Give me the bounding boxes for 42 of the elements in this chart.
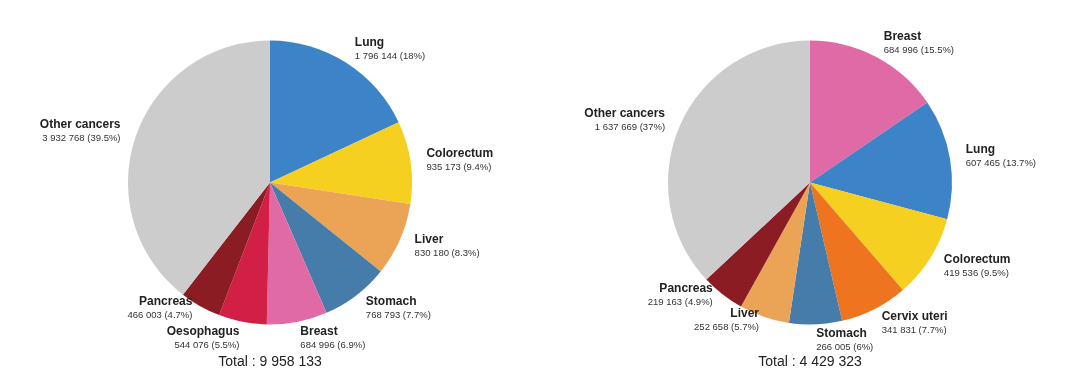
data-label: 544 076 (5.5%) xyxy=(174,338,240,350)
data-label: 935 173 (9.4%) xyxy=(426,161,492,173)
data-label: 3 932 768 (39.5%) xyxy=(42,132,121,144)
slice-label: Cervix uteri xyxy=(881,309,948,324)
pie-slice xyxy=(266,182,327,325)
data-label: 684 996 (15.5%) xyxy=(883,43,955,55)
pie-slice xyxy=(810,102,952,220)
slice-label: Breast xyxy=(300,323,338,338)
pie-slice xyxy=(270,122,412,205)
data-label: 607 465 (13.7%) xyxy=(965,157,1037,169)
data-label: 219 163 (4.9%) xyxy=(647,296,713,308)
slice-label: Colorectum xyxy=(943,252,1011,267)
data-label: 1 637 669 (37%) xyxy=(594,120,666,132)
data-label: 466 003 (4.7%) xyxy=(127,309,193,321)
text: Total : 4 429 323 xyxy=(758,353,862,369)
pie-slice xyxy=(128,40,270,295)
slice-label: Pancreas xyxy=(659,281,714,296)
slice-label: Other cancers xyxy=(39,117,121,132)
slice-label: Stomach xyxy=(816,326,867,341)
slice-label: Lung xyxy=(354,35,385,50)
data-label: 419 536 (9.5%) xyxy=(943,267,1009,279)
data-label: 341 831 (7.7%) xyxy=(881,324,947,336)
data-label: 266 005 (6%) xyxy=(816,341,874,353)
slice-label: Liver xyxy=(414,232,444,247)
slice-label: Pancreas xyxy=(139,294,193,309)
slice-label: Colorectum xyxy=(426,146,494,161)
pie-slice xyxy=(219,182,270,325)
slice-label: Stomach xyxy=(365,294,417,309)
pie-slice xyxy=(270,182,411,272)
pie-slice xyxy=(788,182,843,325)
text: Total : 9 958 133 xyxy=(218,353,322,369)
slice-label: Liver xyxy=(730,306,760,321)
data-label: 830 180 (8.3%) xyxy=(414,247,480,259)
pie-slice xyxy=(668,40,810,280)
data-label: 1 796 144 (18%) xyxy=(354,50,426,62)
data-label: 684 996 (6.9%) xyxy=(300,338,366,350)
slice-label: Other cancers xyxy=(584,105,666,120)
data-label: 252 658 (5.7%) xyxy=(694,321,760,333)
slice-label: Lung xyxy=(965,142,996,157)
slice-label: Oesophagus xyxy=(166,323,240,338)
data-label: 768 793 (7.7%) xyxy=(365,309,431,321)
slice-label: Breast xyxy=(883,28,922,43)
